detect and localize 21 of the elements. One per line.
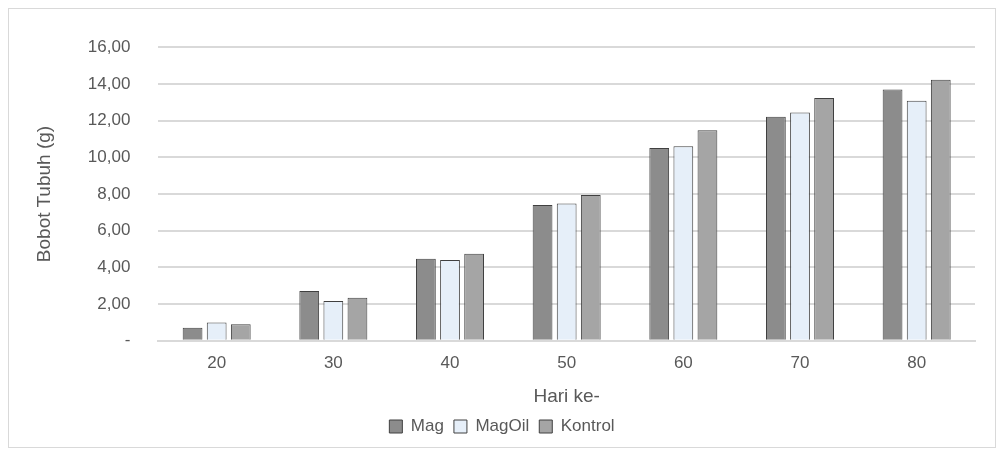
x-tick-label: 80: [907, 352, 927, 372]
y-tick-label: 6,00: [97, 220, 131, 240]
y-tick-label: 4,00: [97, 257, 131, 277]
x-tick-label: 30: [323, 352, 343, 372]
legend-label: Kontrol: [560, 416, 615, 436]
x-axis-title: Hari ke-: [533, 384, 600, 406]
y-tick-label: 12,00: [87, 110, 131, 130]
y-tick-label: -: [124, 330, 131, 350]
x-tick-label: 50: [557, 352, 577, 372]
x-tick-label: 20: [207, 352, 227, 372]
y-tick-label: 8,00: [97, 183, 131, 203]
y-tick-label: 2,00: [97, 293, 131, 313]
legend-label: MagOil: [475, 416, 530, 436]
y-tick-label: 16,00: [87, 36, 131, 56]
y-tick-label: 10,00: [87, 146, 131, 166]
x-tick-label: 40: [440, 352, 460, 372]
y-tick-label: 14,00: [87, 73, 131, 93]
x-tick-label: 60: [673, 352, 693, 372]
legend-label: Mag: [410, 416, 444, 436]
y-axis-title: Bobot Tubuh (g): [32, 125, 54, 263]
x-tick-label: 70: [790, 352, 810, 372]
